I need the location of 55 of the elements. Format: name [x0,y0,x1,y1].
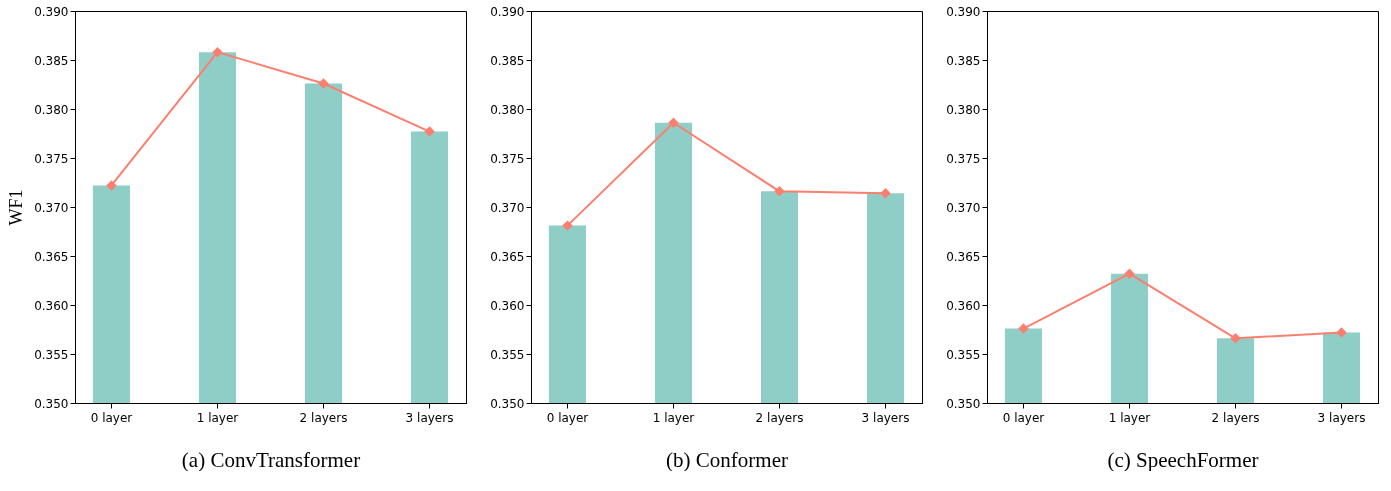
x-tick-label: 0 layer [90,410,133,425]
y-tick-label: 0.355 [490,347,525,362]
x-tick-label: 3 layers [405,410,454,425]
y-tick-label: 0.365 [490,249,525,264]
y-tick-label: 0.375 [34,151,69,166]
x-axis-title: (a) ConvTransformer [181,447,361,472]
x-tick-label: 0 layer [1002,410,1045,425]
point [562,220,573,231]
y-tick-label: 0.390 [946,4,981,19]
x-tick-label: 2 layers [299,410,348,425]
y-tick-label: 0.365 [34,249,69,264]
y-tick-label: 0.370 [490,200,525,215]
x-tick-label: 3 layers [1317,410,1366,425]
point [1124,268,1135,279]
x-tick-label: 3 layers [861,410,910,425]
point [106,180,117,191]
point [668,117,679,128]
y-tick-label: 0.385 [34,53,69,68]
y-tick-label: 0.360 [946,298,981,313]
x-tick-label: 2 layers [755,410,804,425]
y-tick-label: 0.350 [34,396,69,411]
y-tick-label: 0.370 [946,200,981,215]
x-tick-label: 1 layer [652,410,695,425]
y-tick-label: 0.355 [34,347,69,362]
y-tick-label: 0.360 [490,298,525,313]
y-tick-label: 0.350 [490,396,525,411]
y-tick-label: 0.350 [946,396,981,411]
point [1018,323,1029,334]
y-tick-label: 0.365 [946,249,981,264]
y-tick-label: 0.360 [34,298,69,313]
y-tick-label: 0.380 [34,102,69,117]
y-tick-label: 0.385 [490,53,525,68]
y-tick-label: 0.375 [490,151,525,166]
point [212,46,223,58]
point [1336,327,1347,338]
x-tick-label: 0 layer [546,410,589,425]
x-axis-title: (b) Conformer [666,447,788,472]
y-tick-label: 0.390 [490,4,525,19]
point [880,188,891,199]
point [318,78,329,89]
y-tick-label: 0.390 [34,4,69,19]
y-tick-label: 0.375 [946,151,981,166]
y-tick-label: 0.370 [34,200,69,215]
point [1230,333,1241,344]
y-axis-title: WF1 [6,189,27,226]
point [424,126,435,137]
y-tick-label: 0.380 [946,102,981,117]
x-tick-label: 1 layer [1108,410,1151,425]
y-tick-label: 0.355 [946,347,981,362]
x-axis-title: (c) SpeechFormer [1107,447,1259,472]
y-tick-label: 0.385 [946,53,981,68]
x-tick-label: 2 layers [1211,410,1260,425]
point [774,186,785,197]
x-tick-label: 1 layer [196,410,239,425]
y-tick-label: 0.380 [490,102,525,117]
